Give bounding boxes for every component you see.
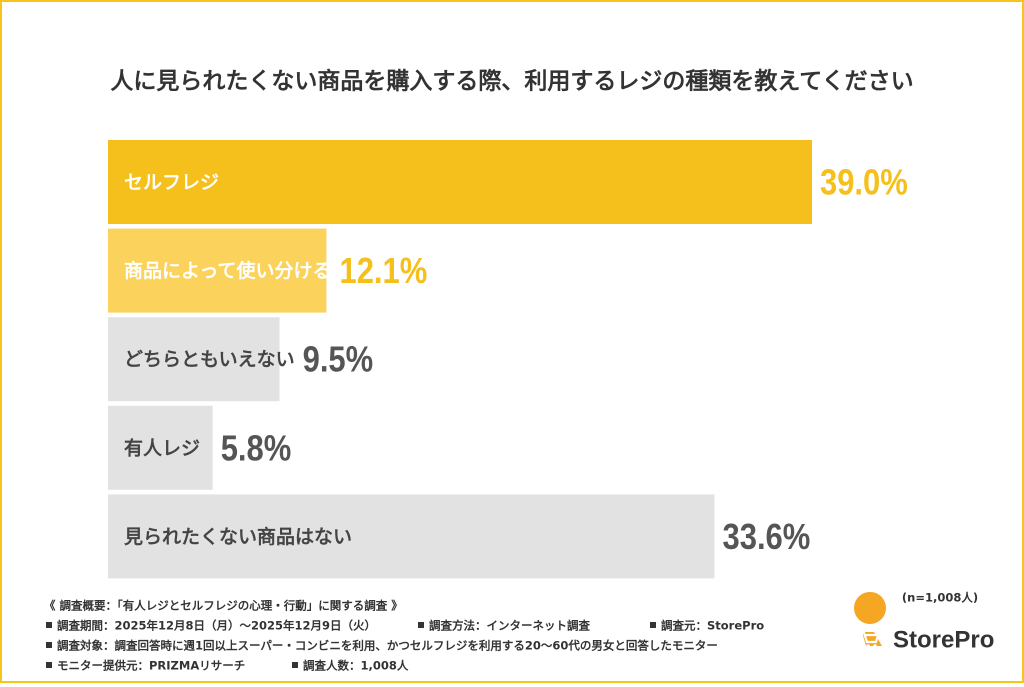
bar [108, 228, 327, 313]
bullet [292, 662, 298, 668]
logo-cart [861, 631, 880, 644]
logo: StorePro [854, 591, 994, 653]
category-label: 商品によって使い分ける [124, 259, 331, 282]
logo-wheel [873, 644, 877, 648]
bullet [46, 622, 52, 628]
category-label: どちらともいえない [124, 349, 295, 371]
value-label: 5.8% [221, 429, 292, 469]
bullet [650, 622, 656, 628]
survey-note: 調査期間：2025年12月8日（月）～2025年12月9日（火） [57, 619, 376, 633]
bullet [46, 642, 52, 648]
value-label: 33.6% [723, 518, 811, 558]
survey-note: 調査対象：調査回答時に週1回以上スーパー・コンビニを利用、かつセルフレジを利用す… [57, 639, 718, 653]
bar [108, 494, 715, 579]
survey-notes: 調査期間：2025年12月8日（月）～2025年12月9日（火） 調査方法：イン… [46, 619, 764, 673]
logo-text: StorePro [893, 626, 994, 653]
logo-wheel [866, 644, 870, 648]
bullet [418, 622, 424, 628]
category-label: 有人レジ [124, 436, 200, 459]
value-label: 12.1% [339, 252, 427, 292]
survey-note: モニター提供元：PRIZMAリサーチ [57, 659, 245, 673]
bar [108, 140, 812, 224]
sample-size: (n=1,008人) [902, 591, 978, 605]
category-label: セルフレジ [124, 172, 219, 194]
survey-heading: 《 調査概要：「有人レジとセルフレジの心理・行動」に関する調査 》 [44, 599, 403, 613]
survey-note: 調査元：StorePro [661, 619, 764, 633]
category-label: 見られたくない商品はない [124, 525, 352, 548]
value-label: 39.0% [820, 163, 908, 203]
bar [108, 317, 280, 402]
survey-note: 調査人数：1,008人 [303, 659, 409, 673]
chart-title: 人に見られたくない商品を購入する際、利用するレジの種類を教えてください [110, 68, 913, 95]
bullet [46, 662, 52, 668]
bar [108, 405, 213, 490]
value-label: 9.5% [303, 341, 374, 381]
survey-note: 調査方法：インターネット調査 [429, 619, 590, 633]
logo-icon [854, 591, 887, 624]
